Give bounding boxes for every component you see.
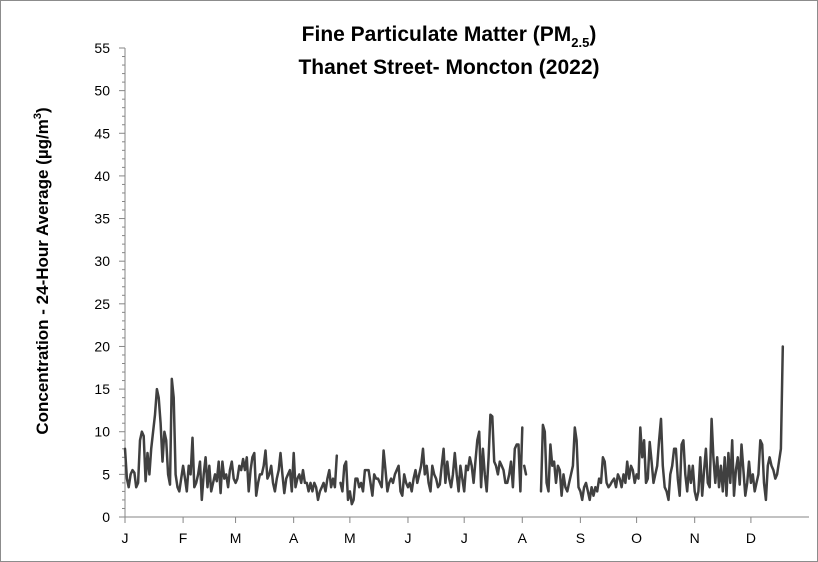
x-tick-label: O [631,530,642,546]
y-tick-label: 0 [102,509,110,525]
y-tick-label: 55 [94,40,110,56]
y-tick-label: 40 [94,168,110,184]
y-tick-label: 5 [102,466,110,482]
chart-title-prefix: Fine Particulate Matter (PM [302,23,572,46]
y-tick-label: 30 [94,253,110,269]
x-tick-label: F [179,530,188,546]
x-tick-label: S [576,530,585,546]
x-tick-label: J [122,530,129,546]
y-tick-label: 45 [94,125,110,141]
y-tick-label: 50 [94,83,110,99]
y-axis-title: Concentration - 24-Hour Average (µg/m3) [32,107,52,434]
y-tick-label: 20 [94,338,110,354]
pm25-line-segment [123,377,339,502]
pm25-line-segment [339,413,524,506]
chart-title-suffix: ) [589,23,596,46]
x-tick-label: M [344,530,356,546]
pm25-series [123,345,785,506]
y-tick-label: 10 [94,424,110,440]
x-tick-label: J [461,530,468,546]
x-tick-label: J [404,530,411,546]
chart-title-line1: Fine Particulate Matter (PM2.5) [302,23,597,50]
x-tick-label: A [289,530,299,546]
y-axis-title-superscript: 3 [32,113,44,119]
y-axis: 0 5 10 15 20 25 30 35 40 45 50 55 [94,40,126,525]
chart-title-line2: Thanet Street- Moncton (2022) [298,56,599,79]
y-axis-title-suffix: ) [33,107,52,113]
chart-title-subscript: 2.5 [571,35,589,50]
x-tick-label: N [690,530,700,546]
x-tick-label: M [230,530,242,546]
y-axis-title-prefix: Concentration - 24-Hour Average (µg/m [33,119,52,435]
y-tick-label: 15 [94,381,110,397]
y-tick-label: 25 [94,296,110,312]
x-tick-label: D [746,530,756,546]
pm25-line-segment [539,345,785,502]
x-tick-label: A [518,530,528,546]
pm25-line-segment [522,464,528,476]
y-tick-label: 35 [94,211,110,227]
